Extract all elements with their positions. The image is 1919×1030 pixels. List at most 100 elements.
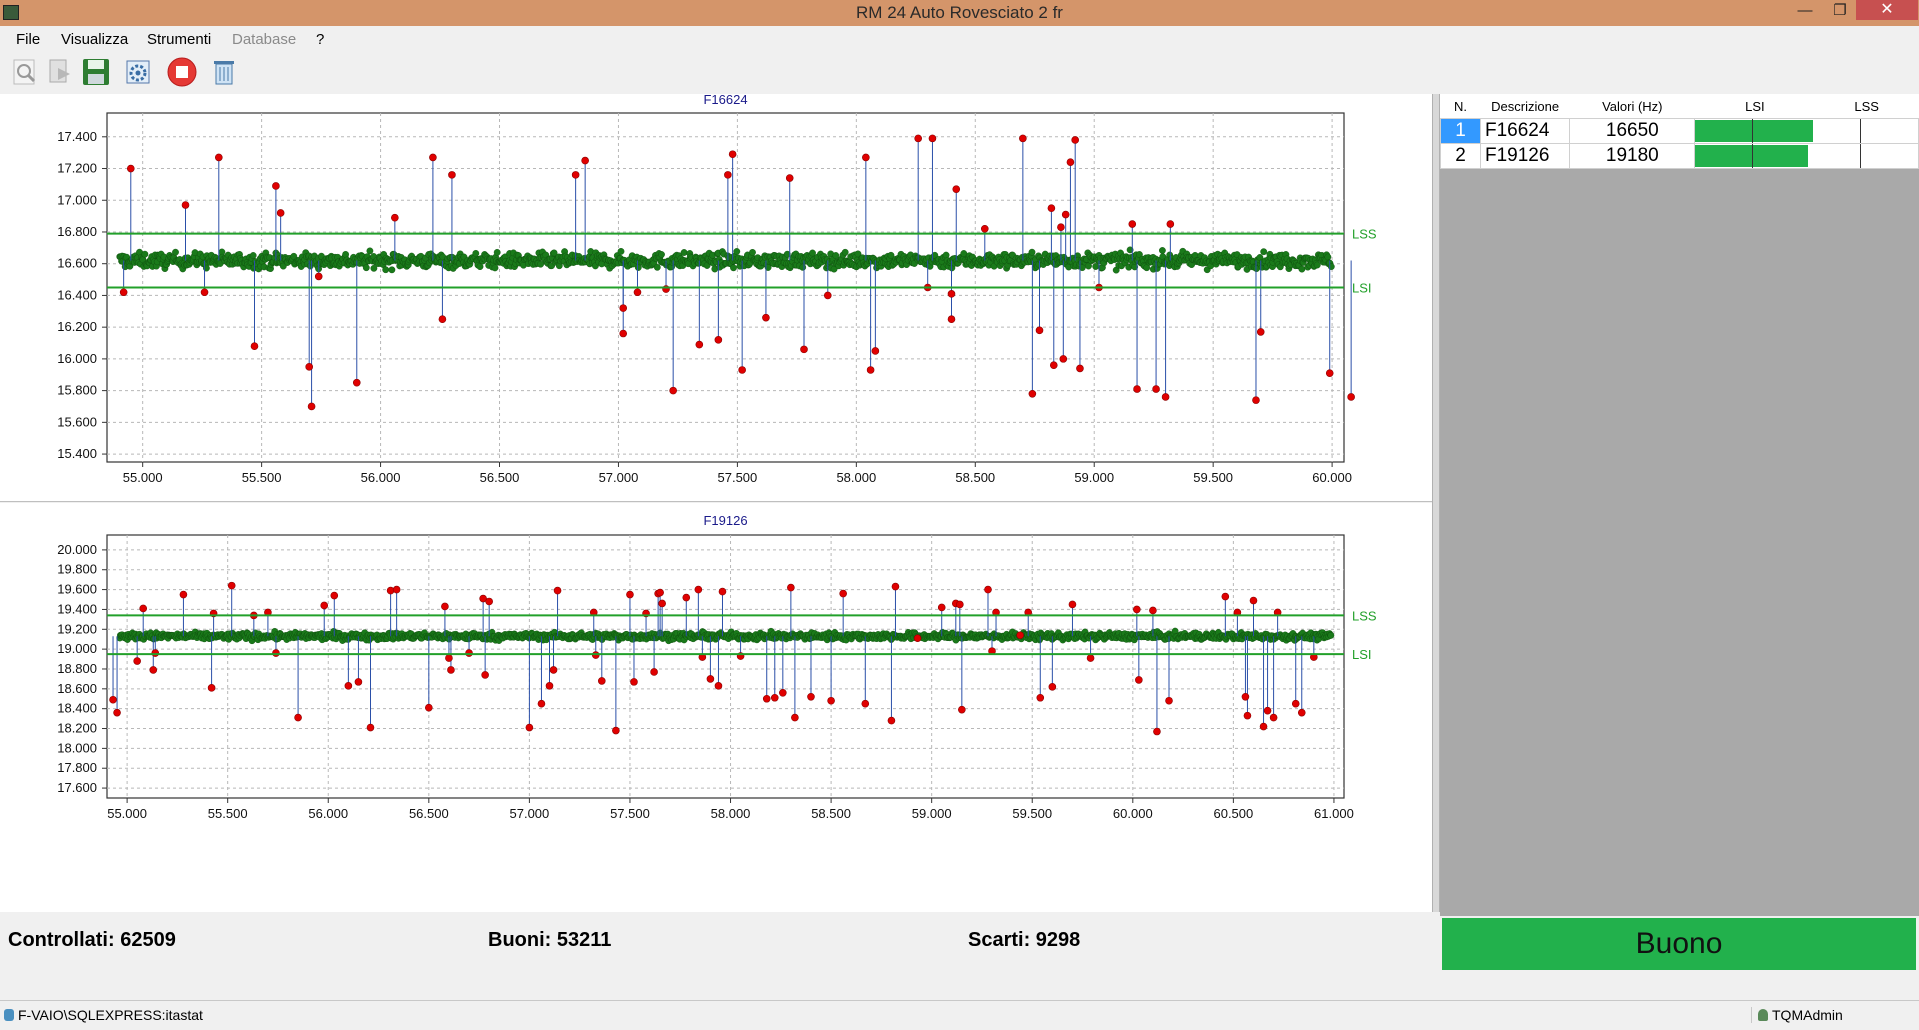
save-disk-icon[interactable]: [80, 56, 112, 88]
magnifier-icon[interactable]: [9, 56, 41, 88]
outlier-point: [827, 696, 835, 705]
x-tick-label: 56.000: [308, 806, 348, 821]
stop-record-icon[interactable]: [166, 56, 198, 88]
y-tick-label: 18.400: [57, 701, 97, 716]
outlier-point: [738, 366, 746, 374]
y-tick-label: 17.800: [57, 760, 97, 775]
good-point: [617, 247, 625, 255]
document-arrow-icon[interactable]: [44, 56, 76, 88]
title-bar: RM 24 Auto Rovesciato 2 fr — ❐ ✕: [0, 0, 1919, 26]
chart-panel-f19126: F19126 55.000 55.500 56.000 56.500 57.000 57.5…: [0, 503, 1432, 912]
stat-controllati: Controllati: 62509: [8, 929, 176, 951]
outlier-point: [1128, 220, 1137, 228]
settings-report-icon[interactable]: [123, 56, 155, 88]
menu-strumenti[interactable]: Strumenti: [147, 31, 212, 48]
outlier-point: [1071, 136, 1079, 144]
header-lsi[interactable]: LSI: [1694, 94, 1815, 119]
good-point: [476, 263, 484, 271]
outlier-point: [770, 693, 779, 702]
good-point: [1126, 246, 1134, 254]
outlier-point: [1066, 158, 1075, 166]
good-point: [249, 252, 257, 259]
outlier-point: [447, 666, 455, 674]
outlier-point: [354, 678, 363, 686]
good-point: [388, 266, 396, 274]
outlier-point: [891, 582, 900, 591]
stat-buoni: Buoni: 53211: [488, 929, 612, 951]
good-point: [653, 263, 661, 271]
close-button[interactable]: ✕: [1856, 0, 1918, 20]
pane-splitter[interactable]: [1432, 94, 1440, 912]
chart-title: F19126: [703, 513, 747, 528]
outlier-point: [200, 288, 209, 297]
y-tick-label: 18.200: [57, 721, 97, 736]
outlier-point: [779, 689, 787, 697]
charts-pane: F16624 55.000 55.500 56.000 56.500 57.000 57.5…: [0, 94, 1432, 912]
outlier-point: [126, 164, 135, 173]
x-tick-label: 57.500: [718, 470, 758, 485]
outlier-point: [714, 682, 723, 690]
good-point: [764, 264, 772, 271]
outlier-point: [1028, 389, 1037, 398]
good-point: [730, 264, 737, 272]
menu-visualizza[interactable]: Visualizza: [61, 31, 129, 48]
status-database-text: F-VAIO\SQLEXPRESS:itastat: [18, 1007, 203, 1023]
menu-file[interactable]: File: [16, 31, 41, 48]
header-descrizione[interactable]: Descrizione: [1480, 94, 1570, 119]
y-tick-label: 15.800: [57, 383, 97, 398]
stat-scarti: Scarti: 9298: [968, 929, 1081, 951]
recycle-bin-icon[interactable]: [208, 56, 240, 88]
table-row[interactable]: 2 F19126 19180: [1440, 143, 1919, 169]
outlier-point: [481, 671, 489, 679]
table-row[interactable]: 1 F16624 16650: [1440, 118, 1919, 144]
x-tick-label: 58.500: [955, 470, 995, 485]
x-tick-label: 56.000: [361, 470, 401, 485]
y-tick-label: 16.400: [57, 287, 97, 302]
outlier-point: [441, 602, 449, 611]
outlier-point: [650, 668, 658, 676]
x-tick-label: 55.000: [123, 470, 163, 485]
outlier-point: [928, 134, 937, 143]
measurements-grid-pane: N. Descrizione Valori (Hz) LSI LSS 1 F16…: [1440, 94, 1919, 916]
outlier-point: [694, 585, 703, 594]
outlier-point: [1259, 722, 1268, 731]
outlier-point: [479, 594, 487, 603]
outlier-point: [1297, 708, 1306, 717]
minimize-button[interactable]: —: [1797, 2, 1813, 19]
outlier-point: [366, 723, 375, 732]
outlier-point: [619, 304, 628, 312]
y-tick-label: 18.000: [57, 740, 97, 755]
outlier-point: [119, 288, 128, 297]
maximize-button[interactable]: ❐: [1833, 2, 1847, 19]
good-point: [1327, 263, 1335, 271]
header-valori[interactable]: Valori (Hz): [1569, 94, 1695, 119]
outlier-point: [1068, 600, 1077, 609]
outlier-point: [1165, 696, 1173, 705]
menu-database[interactable]: Database: [232, 31, 297, 48]
outlier-point: [887, 716, 896, 725]
x-tick-label: 58.500: [811, 806, 851, 821]
window-title: RM 24 Auto Rovesciato 2 fr: [856, 3, 1063, 22]
chart-f19126: F19126 55.000 55.500 56.000 56.500 57.000 57.5…: [57, 513, 1377, 821]
outlier-point: [1019, 134, 1027, 143]
header-lss[interactable]: LSS: [1814, 94, 1919, 119]
good-point: [1324, 253, 1332, 261]
user-icon: [1758, 1009, 1768, 1021]
y-tick-label: 18.600: [57, 681, 97, 696]
outlier-point: [314, 272, 323, 281]
outlier-point: [1243, 711, 1252, 720]
x-tick-label: 56.500: [480, 470, 520, 485]
row-descrizione: F19126: [1479, 143, 1571, 169]
header-n[interactable]: N.: [1440, 94, 1481, 119]
toolbar: [0, 52, 1919, 94]
tolerance-bar-fill: [1695, 120, 1814, 142]
good-point: [680, 249, 688, 256]
good-point: [658, 251, 665, 258]
menu-help[interactable]: ?: [316, 31, 325, 48]
outlier-point: [762, 313, 770, 322]
outlier-point: [1269, 713, 1278, 722]
outlier-point: [429, 153, 437, 162]
outlier-point: [1325, 369, 1334, 377]
lss-tick: [1860, 119, 1862, 143]
outlier-point: [139, 604, 148, 613]
